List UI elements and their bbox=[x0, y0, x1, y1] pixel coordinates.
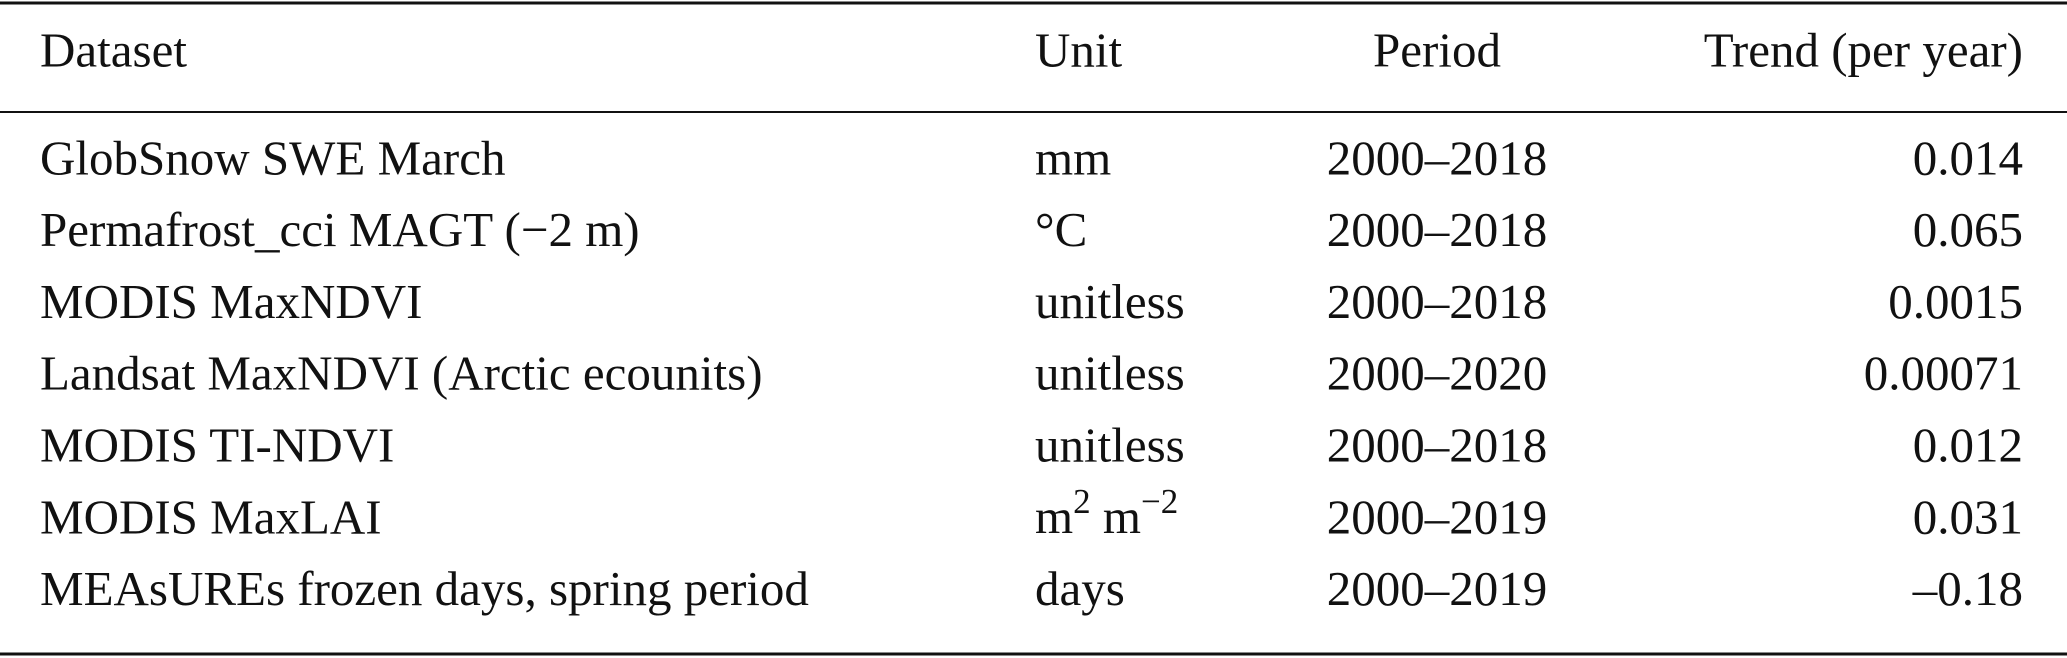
table-cell: MODIS TI-NDVI bbox=[40, 417, 394, 472]
table-cell: MODIS MaxNDVI bbox=[40, 274, 422, 329]
table-cell: 2000–2018 bbox=[1327, 417, 1548, 472]
table-cell: days bbox=[1035, 561, 1125, 616]
table-cell: 2000–2019 bbox=[1327, 489, 1548, 544]
column-header: Unit bbox=[1035, 22, 1123, 77]
table-cell: unitless bbox=[1035, 346, 1185, 401]
table-cell: m2 m−2 bbox=[1035, 482, 1178, 544]
table-cell: unitless bbox=[1035, 274, 1185, 329]
table-cell: Permafrost_cci MAGT (−2 m) bbox=[40, 202, 640, 257]
text-part: m bbox=[1035, 489, 1073, 544]
table-cell: MEAsUREs frozen days, spring period bbox=[40, 561, 809, 616]
column-header: Period bbox=[1373, 22, 1501, 77]
table-cell: GlobSnow SWE March bbox=[40, 130, 505, 185]
table-cell: 2000–2018 bbox=[1327, 274, 1548, 329]
table-cell: 0.0015 bbox=[1888, 274, 2023, 329]
table-cell: Landsat MaxNDVI (Arctic ecounits) bbox=[40, 346, 763, 401]
table-cell: 2000–2020 bbox=[1327, 346, 1548, 401]
table-cell: 0.012 bbox=[1913, 417, 2023, 472]
table-cell: 2000–2019 bbox=[1327, 561, 1548, 616]
table-cell: 2000–2018 bbox=[1327, 130, 1548, 185]
table-cell: 0.031 bbox=[1913, 489, 2023, 544]
table-cell: MODIS MaxLAI bbox=[40, 489, 382, 544]
superscript: 2 bbox=[1073, 482, 1091, 521]
table-cell: 2000–2018 bbox=[1327, 202, 1548, 257]
table-cell: 0.014 bbox=[1913, 130, 2023, 185]
table-cell: mm bbox=[1035, 130, 1111, 185]
table-cell: °C bbox=[1035, 202, 1087, 257]
table-cell: 0.00071 bbox=[1864, 346, 2023, 401]
text-part: m bbox=[1091, 489, 1141, 544]
table-cell: unitless bbox=[1035, 417, 1185, 472]
table-cell: 0.065 bbox=[1913, 202, 2023, 257]
superscript: −2 bbox=[1141, 482, 1178, 521]
column-header: Trend (per year) bbox=[1704, 22, 2023, 77]
table-cell: –0.18 bbox=[1912, 561, 2023, 616]
column-header: Dataset bbox=[40, 22, 187, 77]
